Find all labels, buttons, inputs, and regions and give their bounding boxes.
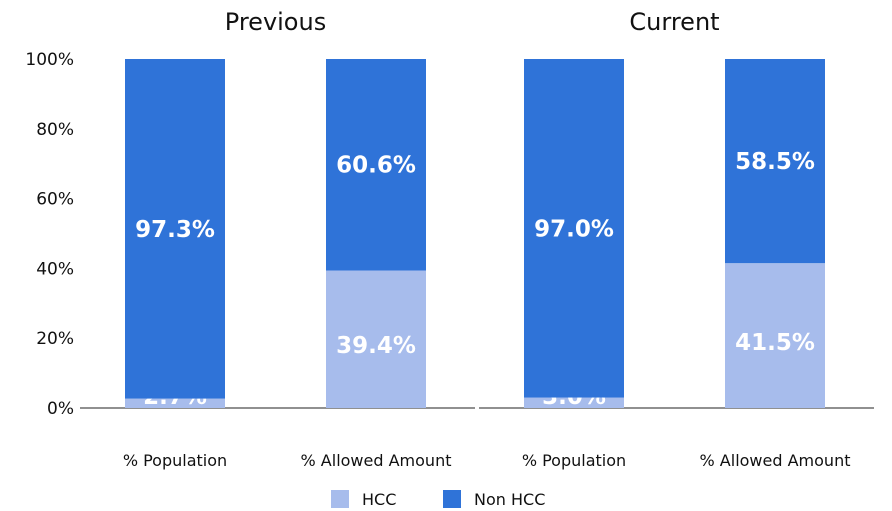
group-title: Current [629,8,719,36]
y-tick-label: 0% [47,399,74,419]
category-label: % Population [522,451,626,470]
data-label-non-hcc: 97.0% [534,216,614,242]
bar-segment-non-hcc [326,59,426,271]
legend-swatch-non-hcc [443,490,461,508]
y-tick-label: 60% [36,190,74,210]
data-label-hcc: 39.4% [336,333,416,359]
y-tick-label: 20% [36,329,74,349]
bar-segment-hcc [725,263,825,408]
category-label: % Population [123,451,227,470]
data-label-non-hcc: 60.6% [336,153,416,179]
category-label: % Allowed Amount [301,451,452,470]
legend-label-hcc: HCC [362,490,396,509]
data-label-non-hcc: 58.5% [735,149,815,175]
bar-segment-hcc [125,398,225,408]
group-title: Previous [225,8,326,36]
bar-segment-hcc [326,270,426,408]
data-label-non-hcc: 97.3% [135,217,215,243]
bar-segment-non-hcc [125,59,225,399]
category-label: % Allowed Amount [700,451,851,470]
bar-segment-hcc [524,397,624,408]
y-tick-label: 100% [25,50,74,70]
y-tick-label: 40% [36,259,74,279]
bar-segment-non-hcc [725,59,825,264]
legend-label-non-hcc: Non HCC [474,490,545,509]
legend-swatch-hcc [331,490,349,508]
y-tick-label: 80% [36,120,74,140]
data-label-hcc: 41.5% [735,330,815,356]
bar-segment-non-hcc [524,59,624,398]
